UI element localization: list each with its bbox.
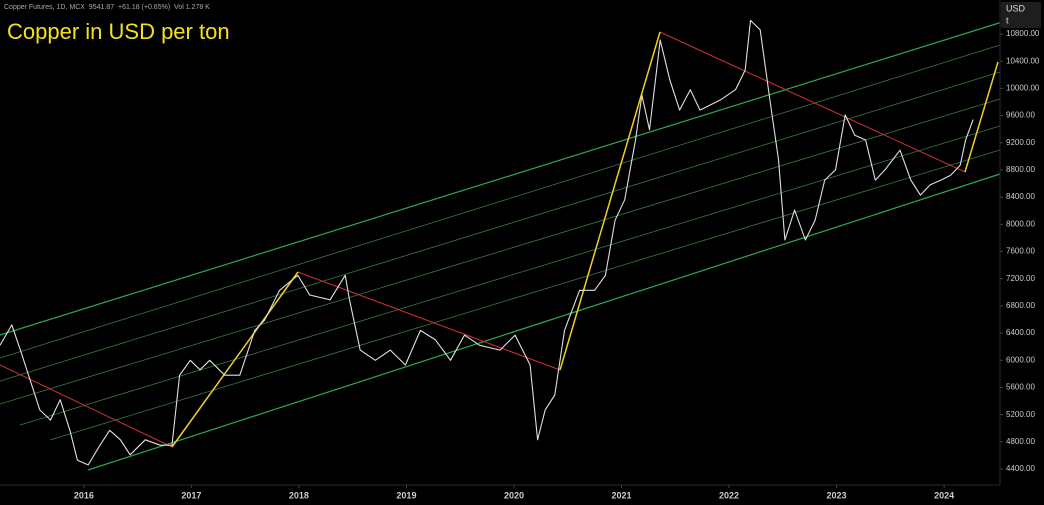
x-tick-label: 2021 [611, 490, 631, 500]
y-tick-label: 5600.00 [1006, 383, 1035, 392]
channel-line [49, 149, 1001, 441]
y-tick-label: 10800.00 [1006, 29, 1040, 38]
y-tick-label: 9600.00 [1006, 111, 1035, 120]
y-tick-label: 8800.00 [1006, 165, 1035, 174]
channel-bottom [87, 173, 1001, 471]
y-tick-label: 8000.00 [1006, 219, 1035, 228]
channel-line [0, 71, 1001, 382]
up-leg [171, 271, 299, 448]
y-tick-label: 6800.00 [1006, 301, 1035, 310]
chart-title: Copper in USD per ton [7, 19, 230, 44]
y-tick-label: 6000.00 [1006, 355, 1035, 364]
down-trend [659, 31, 966, 173]
drawings [0, 17, 1016, 471]
y-tick-label: 5200.00 [1006, 410, 1035, 419]
y-tick-label: 4400.00 [1006, 464, 1035, 473]
price-line [0, 19, 974, 466]
y-tick-label: 4800.00 [1006, 437, 1035, 446]
unit: t [1006, 15, 1009, 25]
x-tick-label: 2023 [827, 490, 847, 500]
x-tick-label: 2017 [181, 490, 201, 500]
x-tick-label: 2024 [934, 490, 954, 500]
y-tick-label: 10000.00 [1006, 83, 1040, 92]
currency-box[interactable] [1001, 2, 1041, 28]
x-tick-label: 2022 [719, 490, 739, 500]
currency: USD [1006, 3, 1026, 13]
channel-line [19, 125, 1001, 426]
y-tick-label: 7200.00 [1006, 274, 1035, 283]
x-tick-label: 2016 [74, 490, 94, 500]
header: Copper Futures, 1D, MCX 9541.87 +61.18 (… [4, 4, 210, 11]
x-tick-label: 2020 [504, 490, 524, 500]
down-trend [0, 364, 173, 448]
channel-line [0, 44, 1001, 359]
y-tick-label: 9200.00 [1006, 138, 1035, 147]
price-axis-panel [1000, 0, 1044, 505]
x-tick-label: 2019 [396, 490, 416, 500]
y-tick-label: 8400.00 [1006, 192, 1035, 201]
channel-top [0, 17, 1016, 336]
channel-line [0, 98, 1001, 405]
up-leg [964, 61, 999, 173]
x-tick-label: 2018 [289, 490, 309, 500]
down-trend [297, 271, 561, 371]
y-tick-label: 6400.00 [1006, 328, 1035, 337]
y-tick-label: 7600.00 [1006, 247, 1035, 256]
y-tick-label: 10400.00 [1006, 56, 1040, 65]
up-leg [559, 31, 661, 371]
